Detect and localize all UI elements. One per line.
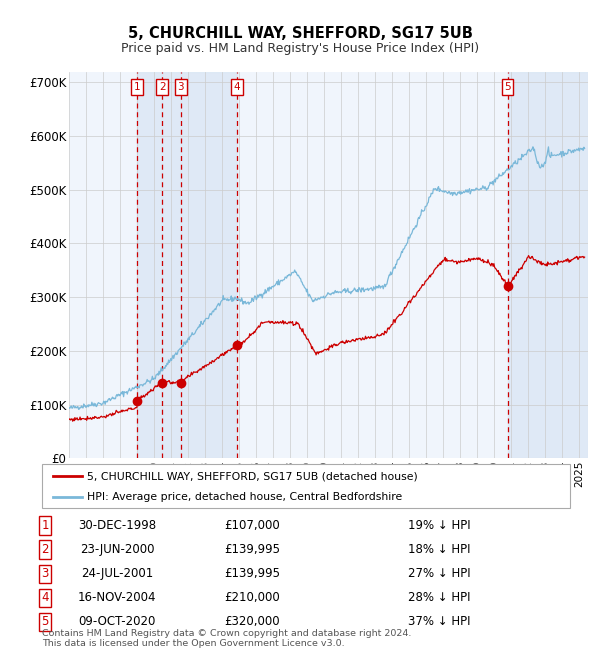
Text: Contains HM Land Registry data © Crown copyright and database right 2024.
This d: Contains HM Land Registry data © Crown c… <box>42 629 412 648</box>
Bar <box>162 72 181 458</box>
Text: 4: 4 <box>234 82 241 92</box>
Text: 09-OCT-2020: 09-OCT-2020 <box>79 615 155 628</box>
FancyBboxPatch shape <box>42 464 570 508</box>
Text: 18% ↓ HPI: 18% ↓ HPI <box>408 543 470 556</box>
Text: £210,000: £210,000 <box>224 592 280 604</box>
Text: £107,000: £107,000 <box>224 519 280 532</box>
Text: Price paid vs. HM Land Registry's House Price Index (HPI): Price paid vs. HM Land Registry's House … <box>121 42 479 55</box>
Text: 24-JUL-2001: 24-JUL-2001 <box>81 567 153 580</box>
Text: 27% ↓ HPI: 27% ↓ HPI <box>408 567 470 580</box>
Text: 1: 1 <box>134 82 140 92</box>
Text: 5, CHURCHILL WAY, SHEFFORD, SG17 5UB: 5, CHURCHILL WAY, SHEFFORD, SG17 5UB <box>128 26 472 41</box>
Text: 23-JUN-2000: 23-JUN-2000 <box>80 543 154 556</box>
Text: 37% ↓ HPI: 37% ↓ HPI <box>408 615 470 628</box>
Text: 28% ↓ HPI: 28% ↓ HPI <box>408 592 470 604</box>
Text: £320,000: £320,000 <box>224 615 280 628</box>
Text: 5: 5 <box>504 82 511 92</box>
Bar <box>508 72 588 458</box>
Text: £139,995: £139,995 <box>224 567 280 580</box>
Text: HPI: Average price, detached house, Central Bedfordshire: HPI: Average price, detached house, Cent… <box>87 492 402 502</box>
Bar <box>181 72 237 458</box>
Text: 19% ↓ HPI: 19% ↓ HPI <box>408 519 470 532</box>
Text: 30-DEC-1998: 30-DEC-1998 <box>78 519 156 532</box>
Text: 3: 3 <box>178 82 184 92</box>
Text: 4: 4 <box>41 592 49 604</box>
Text: 1: 1 <box>41 519 49 532</box>
Text: 2: 2 <box>159 82 166 92</box>
Bar <box>137 72 162 458</box>
Text: 16-NOV-2004: 16-NOV-2004 <box>78 592 156 604</box>
Text: 5: 5 <box>41 615 49 628</box>
Text: 5, CHURCHILL WAY, SHEFFORD, SG17 5UB (detached house): 5, CHURCHILL WAY, SHEFFORD, SG17 5UB (de… <box>87 471 418 481</box>
Text: 2: 2 <box>41 543 49 556</box>
Text: 3: 3 <box>41 567 49 580</box>
Text: £139,995: £139,995 <box>224 543 280 556</box>
